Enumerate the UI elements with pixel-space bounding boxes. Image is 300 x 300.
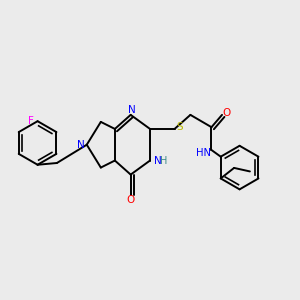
Text: N: N	[128, 105, 135, 115]
Text: S: S	[176, 122, 183, 132]
Text: HN: HN	[196, 148, 211, 158]
Text: O: O	[127, 194, 135, 205]
Text: H: H	[160, 156, 167, 166]
Text: N: N	[154, 155, 162, 166]
Text: O: O	[223, 108, 231, 118]
Text: N: N	[77, 140, 85, 150]
Text: F: F	[28, 116, 34, 126]
